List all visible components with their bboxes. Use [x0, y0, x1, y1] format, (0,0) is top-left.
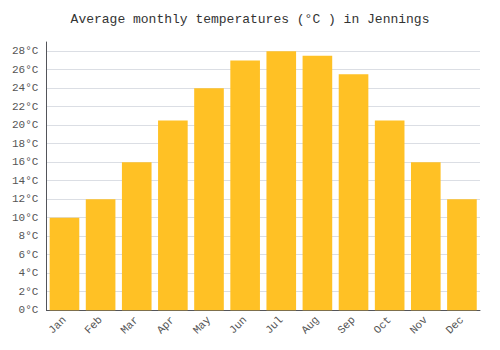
svg-text:Jul: Jul [263, 314, 285, 336]
svg-text:12°C: 12°C [12, 193, 39, 205]
svg-text:4°C: 4°C [19, 267, 39, 279]
svg-text:Jan: Jan [46, 314, 68, 336]
svg-text:14°C: 14°C [12, 175, 39, 187]
svg-text:Feb: Feb [82, 314, 104, 336]
svg-text:2°C: 2°C [19, 286, 39, 298]
svg-text:6°C: 6°C [19, 249, 39, 261]
svg-text:Sep: Sep [335, 314, 357, 336]
svg-text:Jun: Jun [227, 314, 249, 336]
svg-text:Dec: Dec [444, 314, 466, 336]
svg-text:26°C: 26°C [12, 64, 39, 76]
svg-text:22°C: 22°C [12, 101, 39, 113]
svg-text:28°C: 28°C [12, 45, 39, 57]
svg-text:0°C: 0°C [19, 304, 39, 316]
svg-text:16°C: 16°C [12, 156, 39, 168]
svg-text:Mar: Mar [119, 314, 141, 336]
svg-text:May: May [191, 314, 214, 337]
svg-text:20°C: 20°C [12, 119, 39, 131]
svg-text:Nov: Nov [408, 314, 431, 337]
svg-text:18°C: 18°C [12, 138, 39, 150]
svg-text:10°C: 10°C [12, 212, 39, 224]
svg-text:Oct: Oct [371, 314, 393, 336]
svg-text:Apr: Apr [155, 314, 177, 336]
svg-text:Aug: Aug [299, 314, 321, 336]
svg-text:Average monthly temperatures (: Average monthly temperatures (°C ) in Je… [71, 12, 430, 27]
svg-text:24°C: 24°C [12, 82, 39, 94]
svg-text:8°C: 8°C [19, 230, 39, 242]
